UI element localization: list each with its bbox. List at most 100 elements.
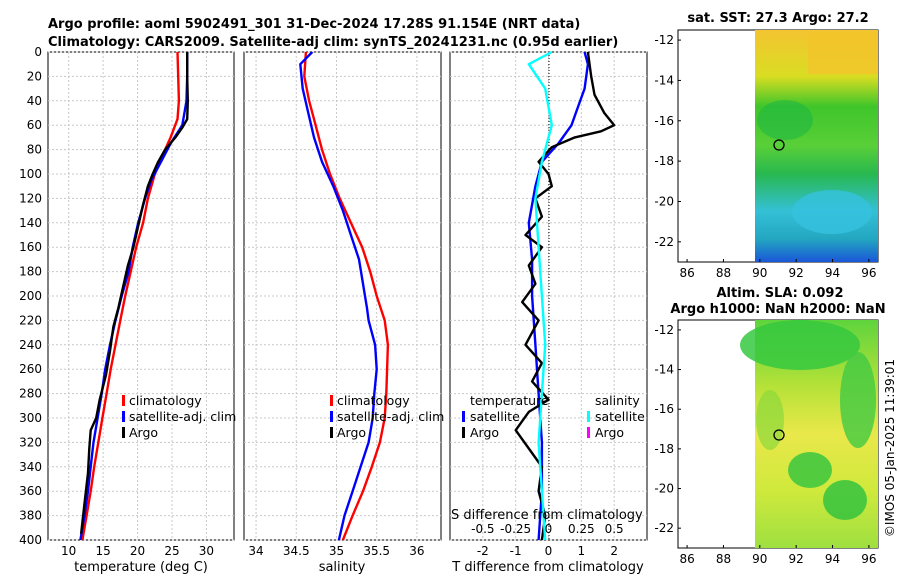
depth-tick-label: 80 [27,143,42,157]
legend-swatch-satellite [122,411,125,422]
map-lon-label: 92 [789,266,804,280]
sla-green-blob-2 [840,352,876,448]
depth-tick-label: 120 [19,191,42,205]
s-tick-label: 0.25 [568,522,595,536]
legend-swatch-t-argo [462,427,465,438]
x-tick-label: 25 [164,544,179,558]
legend-swatch-t-satellite [462,411,465,422]
sla-map-title-1: Altim. SLA: 0.092 [717,286,844,301]
legend-swatch-s-argo [587,427,590,438]
sla-map-panel: Altim. SLA: 0.092 Argo h1000: NaN h2000:… [654,286,885,566]
imos-credit: ©IMOS 05-Jan-2025 11:39:01 [883,359,897,537]
sla-green-blob-5 [756,390,784,450]
depth-tick-label: 20 [27,69,42,83]
s-difference-ticks: -0.5 -0.25 0 0.25 0.5 [471,522,624,536]
temperature-lines [79,51,190,541]
sst-green-patch [757,100,813,140]
sla-green-blob-4 [823,480,867,520]
x-tick-label: 1 [578,544,586,558]
map-lat-label: -12 [654,323,674,337]
x-tick-label: -1 [510,544,522,558]
sla-green-blob-3 [788,452,832,488]
s-tick-label: 0 [545,522,553,536]
temperature-panel: 0 20 40 60 80 100 120 140 160 180 200 220 240 260 280 3… [19,45,236,575]
depth-tick-label: 280 [19,387,42,401]
difference-legend: temperature satellite Argo salinity sate… [462,393,645,440]
depth-tick-label: 400 [19,533,42,547]
s-tick-label: -0.25 [500,522,531,536]
difference-xlabel: T difference from climatology [451,560,644,575]
map-lat-label: -14 [654,363,674,377]
legend-label-t-argo: Argo [470,425,499,440]
map-lon-label: 94 [825,266,840,280]
depth-tick-label: 100 [19,167,42,181]
map-lat-label: -22 [654,235,674,249]
x-tick-label: 2 [610,544,618,558]
temperature-xlabel: temperature (deg C) [74,560,208,575]
sla-map-title-2: Argo h1000: NaN h2000: NaN [670,302,885,317]
depth-tick-label: 360 [19,484,42,498]
legend-label-climatology: climatology [129,393,202,408]
legend-label-argo: Argo [129,425,158,440]
map-lat-label: -16 [654,402,674,416]
sst-argo-marker [773,139,785,151]
depth-tick-label: 260 [19,362,42,376]
legend-swatch-argo [330,427,333,438]
depth-tick-label: 380 [19,509,42,523]
map-lat-label: -20 [654,482,674,496]
x-tick-label: -2 [477,544,489,558]
legend-swatch-satellite [330,411,333,422]
temperature-axis-ticks: 10 15 20 25 30 [61,544,214,558]
x-tick-label: 34.5 [283,544,310,558]
difference-lines [514,50,616,541]
sst-map-panel: sat. SST: 27.3 Argo: 27.2 86 88 90 92 94 96 -1… [654,11,879,280]
legend-swatch-s-satellite [587,411,590,422]
map-lat-label: -16 [654,114,674,128]
legend-swatch-climatology [122,395,125,406]
temperature-legend: climatology satellite-adj. clim Argo [122,393,236,440]
sst-map-field [755,30,878,262]
sst-yellow-patch [808,32,878,74]
depth-tick-label: 340 [19,460,42,474]
map-lat-label: -18 [654,154,674,168]
salinity-xlabel: salinity [319,560,366,575]
salinity-panel: 34 34.5 35 35.5 36 salinity climatology sate… [243,51,444,575]
series-line-s-satellite [527,50,553,541]
x-tick-label: 35.5 [363,544,390,558]
salinity-axis-ticks: 34 34.5 35 35.5 36 [248,544,424,558]
legend-title-salinity: salinity [595,393,640,408]
sla-map-field [740,320,878,548]
map-lat-label: -18 [654,442,674,456]
depth-axis-ticks: 0 20 40 60 80 100 120 140 160 180 200 220 240 260 280 3… [19,45,42,547]
depth-tick-label: 300 [19,411,42,425]
map-lon-label: 90 [752,266,767,280]
depth-tick-label: 0 [34,45,42,59]
x-tick-label: 15 [95,544,110,558]
sla-argo-marker [773,429,785,441]
map-lon-label: 94 [825,552,840,566]
x-tick-label: 20 [130,544,145,558]
salinity-lines [299,51,390,541]
s-tick-label: -0.5 [471,522,494,536]
map-lat-label: -12 [654,33,674,47]
figure-title-line2: Climatology: CARS2009. Satellite-adj cli… [48,35,618,50]
map-lon-label: 88 [716,266,731,280]
series-line-argo [79,52,190,535]
legend-label-argo: Argo [337,425,366,440]
x-tick-label: 10 [61,544,76,558]
map-lat-label: -20 [654,194,674,208]
figure-title-line1: Argo profile: aoml 5902491_301 31-Dec-20… [48,17,580,32]
salinity-legend: climatology satellite-adj. clim Argo [330,393,444,440]
difference-panel: -2 -1 0 1 2 T difference from climatology S … [449,50,648,575]
series-line-satellite-adj-clim [299,51,378,541]
depth-tick-label: 160 [19,240,42,254]
depth-tick-label: 320 [19,435,42,449]
depth-tick-label: 240 [19,338,42,352]
x-tick-label: 30 [199,544,214,558]
depth-tick-label: 40 [27,94,42,108]
depth-tick-label: 60 [27,118,42,132]
sst-map-title: sat. SST: 27.3 Argo: 27.2 [687,11,868,26]
sst-cyan-patch [792,190,872,234]
map-lon-label: 90 [752,552,767,566]
